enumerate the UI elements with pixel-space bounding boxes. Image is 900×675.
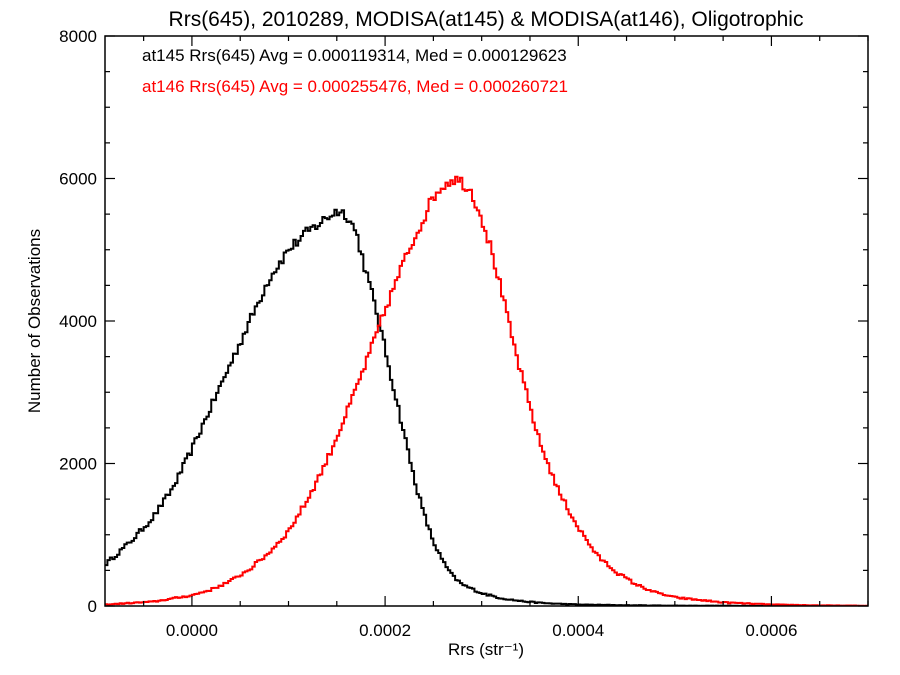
x-tick-label: 0.0000 [166,621,218,640]
y-tick-label: 8000 [59,27,97,46]
plot-frame [104,35,869,607]
y-tick-label: 4000 [59,312,97,331]
x-tick-label: 0.0004 [552,621,604,640]
x-tick-label: 0.0002 [359,621,411,640]
x-tick-label: 0.0006 [745,621,797,640]
y-axis-label: Number of Observations [25,229,44,413]
y-tick-label: 0 [88,597,97,616]
y-tick-label: 2000 [59,455,97,474]
annotation-at146: at146 Rrs(645) Avg = 0.000255476, Med = … [142,77,568,96]
x-axis-label: Rrs (str⁻¹) [448,640,524,659]
series-line-1 [105,175,868,606]
y-tick-label: 6000 [59,170,97,189]
chart-title: Rrs(645), 2010289, MODISA(at145) & MODIS… [169,8,804,31]
series-line-0 [105,208,868,606]
annotation-at145: at145 Rrs(645) Avg = 0.000119314, Med = … [142,46,567,65]
